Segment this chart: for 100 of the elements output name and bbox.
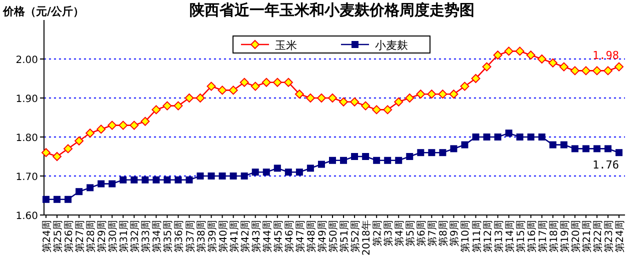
x-tick-label: 第27周 xyxy=(74,220,86,253)
point xyxy=(549,141,556,148)
point xyxy=(96,124,106,134)
x-tick-label: 第19周 xyxy=(558,220,571,253)
point xyxy=(405,94,414,102)
point xyxy=(218,172,226,180)
point xyxy=(581,66,590,76)
point xyxy=(284,78,293,87)
x-tick-label: 第18周 xyxy=(548,220,560,253)
x-tick-label: 第6周 xyxy=(416,220,428,246)
x-tick-label: 第8周 xyxy=(438,220,450,246)
point xyxy=(439,149,446,156)
point xyxy=(262,168,270,176)
x-tick-label: 第38周 xyxy=(195,220,208,253)
point xyxy=(351,153,358,160)
point xyxy=(52,152,62,161)
point xyxy=(548,58,558,68)
point xyxy=(483,134,490,140)
x-tick-label: 第29周 xyxy=(96,220,108,253)
x-tick-label: 第32周 xyxy=(129,220,142,253)
y-tick-label: 1.80 xyxy=(16,133,38,144)
x-tick-label: 第50周 xyxy=(328,220,340,253)
x-tick-label: 第26周 xyxy=(63,220,76,253)
point xyxy=(274,164,281,172)
point xyxy=(460,82,470,91)
point xyxy=(516,134,524,140)
point xyxy=(174,176,182,184)
point xyxy=(472,134,480,140)
y-tick-label: 2.00 xyxy=(16,55,38,66)
x-tick-label: 第39周 xyxy=(206,220,218,253)
y-tick-label: 1.90 xyxy=(16,94,38,105)
y-tick-label: 1.70 xyxy=(16,172,38,183)
x-tick-label: 第2周 xyxy=(372,220,384,246)
point xyxy=(450,145,458,152)
point xyxy=(164,176,171,184)
point xyxy=(86,128,95,138)
point xyxy=(230,172,237,180)
point xyxy=(130,120,139,130)
point xyxy=(294,90,304,99)
point xyxy=(318,160,325,168)
x-tick-label: 第37周 xyxy=(184,220,196,253)
point xyxy=(537,54,546,64)
legend-label: 小麦麸 xyxy=(375,39,408,52)
point xyxy=(571,145,578,152)
x-tick-label: 第43周 xyxy=(250,220,262,253)
point xyxy=(505,130,512,137)
point xyxy=(262,78,271,87)
x-tick-label: 第52周 xyxy=(350,220,362,253)
x-tick-label: 第20周 xyxy=(570,220,582,253)
x-tick-label: 第11周 xyxy=(470,220,483,253)
point xyxy=(372,105,382,114)
point xyxy=(428,149,436,156)
y-tick-label: 1.60 xyxy=(16,211,38,222)
point xyxy=(120,176,127,184)
x-tick-label: 第5周 xyxy=(404,220,417,246)
point xyxy=(86,184,94,192)
point xyxy=(494,134,502,140)
x-tick-label: 2018年 xyxy=(360,220,373,256)
point xyxy=(130,176,138,184)
x-tick-label: 第12周 xyxy=(482,220,494,253)
point xyxy=(560,141,568,148)
point xyxy=(228,86,238,95)
x-tick-label: 第48周 xyxy=(305,220,318,253)
point xyxy=(196,94,205,102)
point xyxy=(504,46,514,56)
point xyxy=(316,94,326,102)
x-tick-label: 第21周 xyxy=(580,220,593,253)
point xyxy=(218,86,227,95)
point xyxy=(339,97,348,106)
point xyxy=(416,90,426,99)
point xyxy=(284,168,292,176)
point xyxy=(471,74,480,83)
chart-title: 陕西省近一年玉米和小麦麸价格周度走势图 xyxy=(190,1,474,19)
x-tick-label: 第41周 xyxy=(228,220,240,253)
point xyxy=(162,101,172,110)
point xyxy=(406,153,414,160)
point xyxy=(76,188,83,196)
point xyxy=(64,144,73,154)
x-tick-label: 第24周 xyxy=(614,220,626,253)
x-tick-label: 第35周 xyxy=(162,220,174,253)
point xyxy=(240,172,248,180)
point xyxy=(614,62,624,72)
x-tick-label: 第23周 xyxy=(602,220,615,253)
point xyxy=(616,149,622,156)
point xyxy=(142,176,149,184)
point xyxy=(42,196,50,203)
point xyxy=(252,168,259,176)
point xyxy=(42,148,50,158)
point xyxy=(373,156,380,164)
x-tick-label: 第42周 xyxy=(239,220,252,253)
x-tick-label: 第25周 xyxy=(52,220,64,253)
x-tick-label: 第34周 xyxy=(151,220,164,253)
point xyxy=(384,156,392,164)
x-tick-label: 第47周 xyxy=(294,220,306,253)
point xyxy=(306,164,314,172)
x-tick-label: 第10周 xyxy=(460,220,472,253)
x-tick-label: 第51周 xyxy=(338,220,351,253)
point xyxy=(186,176,193,184)
point xyxy=(98,180,105,188)
x-tick-label: 第31周 xyxy=(118,220,130,253)
